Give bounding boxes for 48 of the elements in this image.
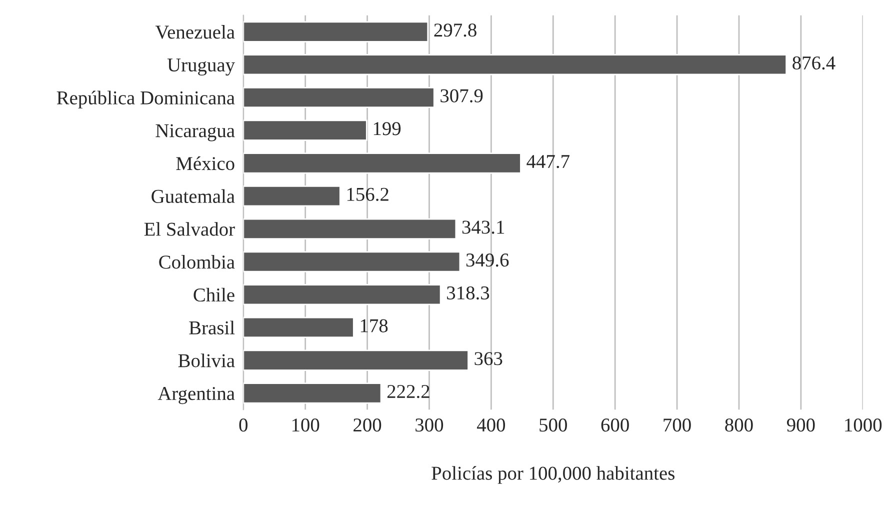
x-tick-label: 800 <box>725 418 753 432</box>
x-tick-label: 0 <box>239 418 248 432</box>
y-tick-label: México <box>176 156 234 170</box>
y-tick-label: El Salvador <box>144 222 235 236</box>
data-label: 876.4 <box>792 56 836 70</box>
data-label: 307.9 <box>440 89 483 102</box>
y-tick-label: Brasil <box>189 320 235 334</box>
x-tick-label: 100 <box>292 418 320 432</box>
bar <box>243 152 522 174</box>
data-label: 199 <box>374 122 401 136</box>
x-tick-label: 700 <box>664 418 691 432</box>
y-tick-label: Bolivia <box>178 354 235 368</box>
x-axis-title: Policías por 100,000 habitantes <box>432 466 674 484</box>
bar <box>243 284 442 306</box>
y-tick-label: Nicaragua <box>156 124 235 142</box>
data-label: 222.2 <box>387 384 430 398</box>
data-label: 178 <box>360 319 388 332</box>
data-label: 156.2 <box>347 188 388 202</box>
y-tick-label: República Dominicana <box>56 90 235 108</box>
bar <box>243 186 341 207</box>
data-label: 343.1 <box>462 220 504 234</box>
bar <box>243 316 354 338</box>
data-label: 318.3 <box>447 286 490 300</box>
bar <box>243 21 429 42</box>
y-tick-label: Chile <box>194 288 234 302</box>
y-tick-label: Uruguay <box>167 58 235 76</box>
y-tick-label: Guatemala <box>152 189 235 203</box>
x-tick-label: 600 <box>601 418 629 432</box>
y-tick-label: Colombia <box>159 255 235 269</box>
bar <box>243 218 457 240</box>
data-label: 297.8 <box>434 24 476 37</box>
data-label: 349.6 <box>466 254 509 267</box>
bar <box>243 54 787 76</box>
data-label: 363 <box>474 352 502 366</box>
x-tick-label: 1000 <box>845 418 882 432</box>
x-tick-label: 500 <box>540 418 567 432</box>
y-tick-label: Venezuela <box>155 25 235 39</box>
y-tick-label: Argentina <box>158 387 235 404</box>
x-tick-label: 400 <box>476 418 506 432</box>
data-label: 447.7 <box>526 155 570 168</box>
x-tick-label: 900 <box>786 418 815 432</box>
bar <box>243 350 469 371</box>
bar <box>243 382 382 404</box>
bar <box>243 120 368 141</box>
bar <box>243 251 461 272</box>
bar <box>243 86 435 108</box>
x-tick-label: 200 <box>354 418 382 432</box>
x-tick-label: 300 <box>416 418 444 432</box>
